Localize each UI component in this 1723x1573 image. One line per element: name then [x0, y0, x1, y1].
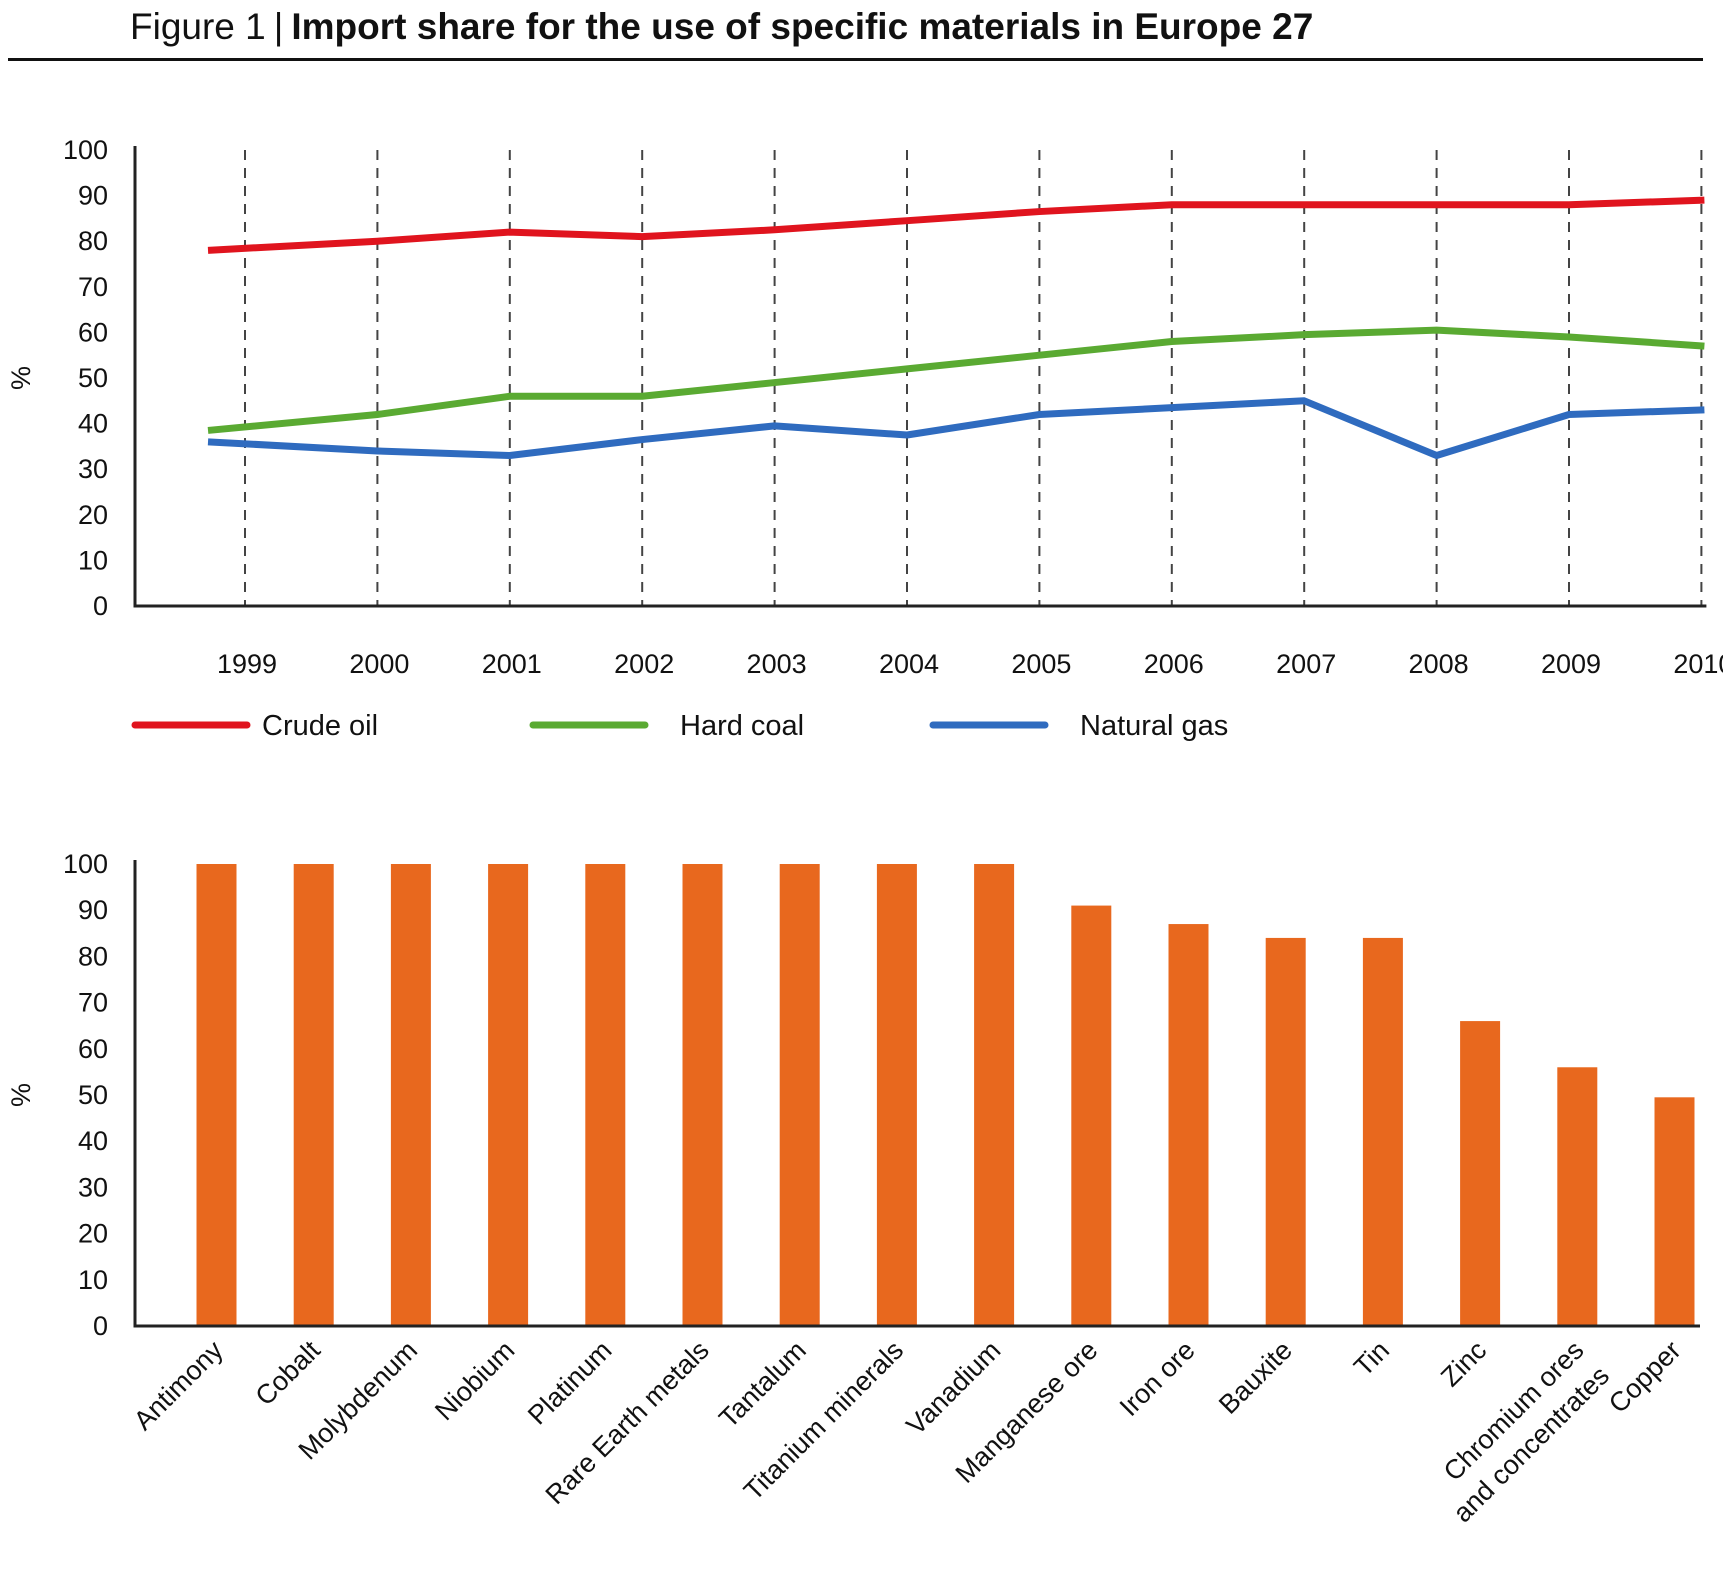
figure-label: Figure 1	[130, 6, 266, 47]
category-label-group: Niobium	[429, 1335, 520, 1426]
y-axis-label: %	[6, 366, 36, 390]
y-tick-label: 0	[93, 591, 108, 621]
y-tick-label: 10	[78, 545, 108, 575]
x-tick-label: Tantalum	[713, 1335, 812, 1434]
category-label-group: Tantalum	[713, 1335, 812, 1434]
y-tick-label: 50	[78, 363, 108, 393]
bar	[1168, 924, 1209, 1326]
x-tick-label: 2008	[1409, 649, 1469, 679]
x-tick-label: Antimony	[128, 1335, 229, 1436]
y-tick-label: 30	[78, 1172, 108, 1202]
x-tick-label: Cobalt	[250, 1335, 327, 1412]
x-tick-label: 2004	[879, 649, 939, 679]
x-tick-label: 2009	[1541, 649, 1601, 679]
y-tick-label: 70	[78, 272, 108, 302]
x-tick-label: Zinc	[1435, 1335, 1492, 1392]
y-tick-label: 40	[78, 409, 108, 439]
category-label-group: Platinum	[522, 1335, 617, 1430]
bar	[1557, 1067, 1598, 1326]
y-tick-label: 80	[78, 941, 108, 971]
figure-header: Figure 1 | Import share for the use of spe…	[130, 0, 1700, 62]
bar	[293, 864, 334, 1326]
category-label-group: Copper	[1603, 1335, 1687, 1419]
x-tick-label: Titanium minerals	[738, 1335, 909, 1506]
x-tick-label: 2002	[614, 649, 674, 679]
y-tick-label: 90	[78, 181, 108, 211]
bar	[779, 864, 820, 1326]
bar	[1460, 1021, 1501, 1326]
bar	[585, 864, 626, 1326]
x-tick-label: 2000	[349, 649, 409, 679]
x-tick-label: Niobium	[429, 1335, 520, 1426]
x-tick-label: 2005	[1011, 649, 1071, 679]
bar	[974, 864, 1015, 1326]
y-tick-label: 70	[78, 988, 108, 1018]
y-tick-label: 60	[78, 317, 108, 347]
bar	[1071, 905, 1112, 1326]
category-label-group: Cobalt	[250, 1335, 327, 1412]
y-tick-label: 20	[78, 500, 108, 530]
x-tick-label: Copper	[1603, 1335, 1687, 1419]
figure-title: Figure 1 | Import share for the use of spe…	[130, 6, 1313, 48]
bar	[1265, 937, 1306, 1326]
x-tick-label: 2006	[1144, 649, 1204, 679]
bar	[390, 864, 431, 1326]
bar	[196, 864, 237, 1326]
y-tick-label: 90	[78, 895, 108, 925]
y-tick-label: 50	[78, 1080, 108, 1110]
title-rule	[8, 58, 1703, 61]
y-tick-label: 40	[78, 1126, 108, 1156]
x-tick-label: 2003	[747, 649, 807, 679]
figure-separator: |	[273, 6, 284, 47]
bar	[1654, 1097, 1695, 1326]
bar	[876, 864, 917, 1326]
y-tick-label: 100	[63, 849, 108, 879]
y-tick-label: 0	[93, 1311, 108, 1341]
category-label-group: Antimony	[128, 1335, 229, 1436]
category-label-group: Zinc	[1435, 1335, 1492, 1392]
x-tick-label: 2001	[482, 649, 542, 679]
x-tick-label: Platinum	[522, 1335, 617, 1430]
category-label-group: Bauxite	[1213, 1335, 1298, 1420]
category-label-group: Titanium minerals	[738, 1335, 909, 1506]
bar	[682, 864, 723, 1326]
x-tick-label: Vanadium	[901, 1335, 1007, 1441]
series-line-natural-gas	[207, 397, 1705, 460]
x-tick-label: Iron ore	[1114, 1335, 1201, 1422]
y-tick-label: 100	[63, 135, 108, 165]
y-tick-label: 30	[78, 454, 108, 484]
category-label-group: Rare Earth metals	[540, 1335, 715, 1510]
category-label-group: Vanadium	[901, 1335, 1007, 1441]
legend-label: Natural gas	[1080, 710, 1228, 742]
x-tick-label: Tin	[1348, 1335, 1395, 1382]
y-tick-label: 10	[78, 1265, 108, 1295]
y-axis-label: %	[6, 1083, 36, 1107]
legend-label: Crude oil	[262, 710, 378, 742]
x-tick-label: 1999	[217, 649, 277, 679]
y-tick-label: 20	[78, 1219, 108, 1249]
legend-label: Hard coal	[680, 710, 804, 742]
y-tick-label: 80	[78, 226, 108, 256]
x-tick-label: Rare Earth metals	[540, 1335, 715, 1510]
x-tick-label: 2010	[1673, 649, 1723, 679]
y-tick-label: 60	[78, 1034, 108, 1064]
bar	[488, 864, 529, 1326]
x-tick-label: Bauxite	[1213, 1335, 1298, 1420]
category-label-group: Iron ore	[1114, 1335, 1201, 1422]
series-line-crude-oil	[207, 196, 1705, 254]
line-chart: 0 10 20 30 40 50 60 70 80 90 100% 1999 2000 2001 2002 2…	[6, 135, 1723, 742]
figure-title-text: Import share for the use of specific mat…	[291, 6, 1314, 47]
bar	[1362, 937, 1403, 1326]
category-label-group: Tin	[1348, 1335, 1395, 1382]
series-line-hard-coal	[207, 326, 1705, 434]
x-tick-label: 2007	[1276, 649, 1336, 679]
